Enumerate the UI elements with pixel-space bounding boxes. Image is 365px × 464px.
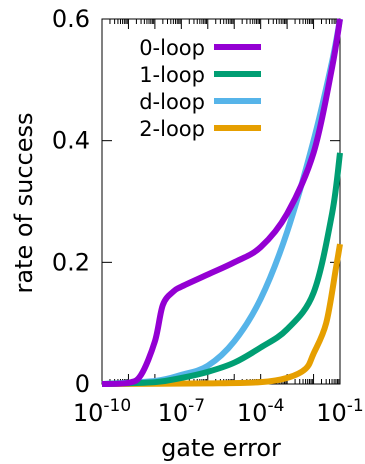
legend-label: 0-loop <box>139 36 205 60</box>
y-tick-label: 0.2 <box>52 248 90 276</box>
legend-label: 1-loop <box>139 63 205 87</box>
legend: 0-loop 1-loop d-loop 2-loop <box>139 36 261 141</box>
y-tick-label: 0.6 <box>52 5 90 33</box>
y-axis-label: rate of success <box>10 112 38 293</box>
x-tick-label: 10-1 <box>316 396 364 427</box>
series-line-0-loop <box>101 18 343 387</box>
tick-labels: 0 0.2 0.4 0.6 10-10 10-7 10-4 10-1 <box>52 5 364 427</box>
x-tick-label: 10-7 <box>158 396 206 427</box>
x-axis-label: gate error <box>161 434 281 462</box>
legend-label: d-loop <box>139 90 205 114</box>
legend-label: 2-loop <box>139 117 205 141</box>
series-line-2-loop <box>101 243 343 387</box>
series-line-1-loop <box>101 152 343 387</box>
y-tick-label: 0.4 <box>52 127 90 155</box>
series-layer <box>101 18 343 387</box>
x-tick-label: 10-4 <box>237 396 285 427</box>
x-tick-label: 10-10 <box>73 396 131 427</box>
y-tick-label: 0 <box>75 370 90 398</box>
